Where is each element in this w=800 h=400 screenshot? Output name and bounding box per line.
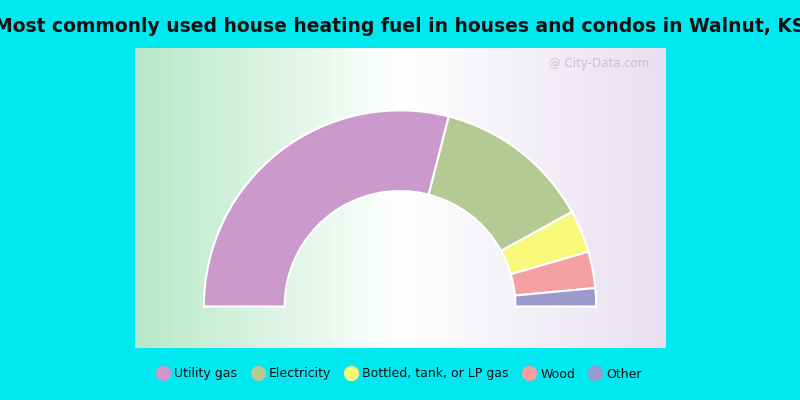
- Wedge shape: [515, 288, 596, 306]
- Wedge shape: [429, 116, 572, 251]
- Wedge shape: [501, 212, 588, 274]
- Text: @ City-Data.com: @ City-Data.com: [550, 57, 650, 70]
- Wedge shape: [511, 252, 595, 296]
- Text: Most commonly used house heating fuel in houses and condos in Walnut, KS: Most commonly used house heating fuel in…: [0, 17, 800, 36]
- Legend: Utility gas, Electricity, Bottled, tank, or LP gas, Wood, Other: Utility gas, Electricity, Bottled, tank,…: [154, 362, 646, 386]
- Wedge shape: [204, 110, 449, 306]
